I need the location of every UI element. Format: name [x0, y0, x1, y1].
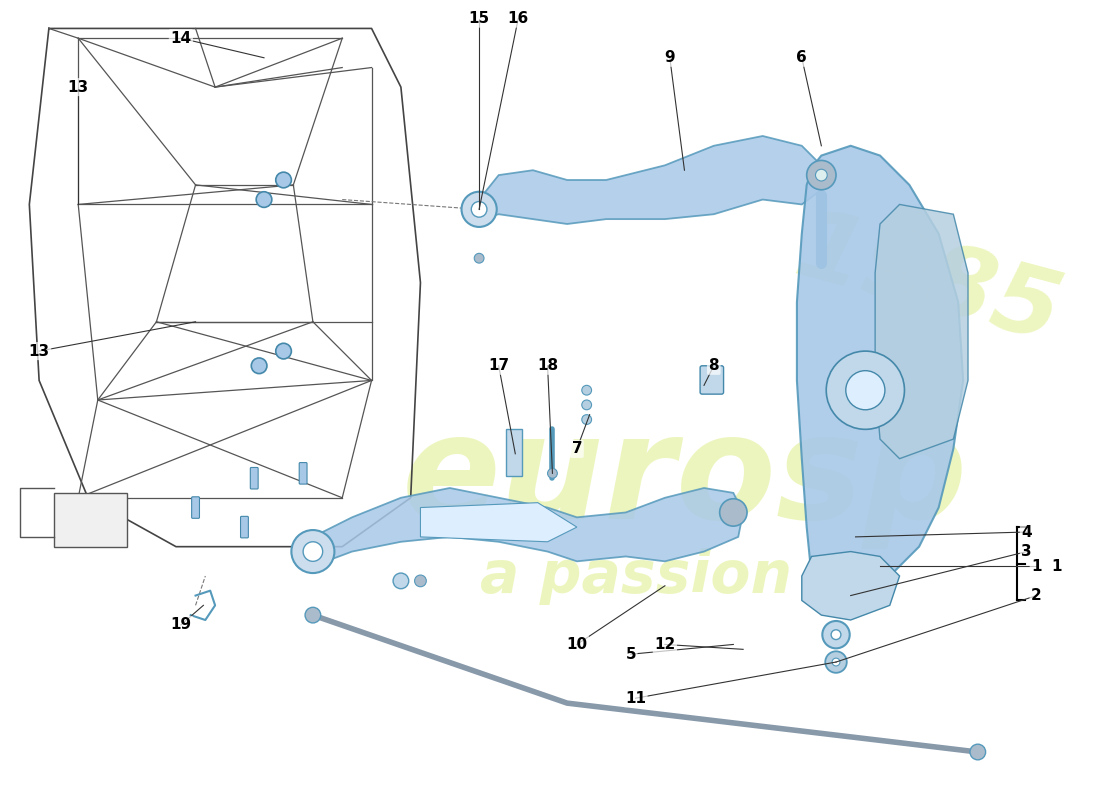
FancyBboxPatch shape — [191, 497, 199, 518]
Circle shape — [832, 658, 840, 666]
Circle shape — [415, 575, 427, 586]
Circle shape — [471, 202, 487, 217]
Text: 7: 7 — [572, 442, 582, 456]
Text: 2: 2 — [1031, 588, 1042, 603]
Circle shape — [806, 161, 836, 190]
FancyBboxPatch shape — [299, 462, 307, 484]
Circle shape — [582, 386, 592, 395]
Text: 3: 3 — [1022, 544, 1032, 559]
Polygon shape — [802, 551, 900, 620]
Circle shape — [304, 542, 322, 562]
Circle shape — [393, 573, 409, 589]
Circle shape — [582, 400, 592, 410]
Text: 10: 10 — [566, 637, 587, 652]
Circle shape — [276, 343, 292, 359]
Text: 12: 12 — [654, 637, 675, 652]
Text: 11: 11 — [625, 690, 646, 706]
Text: 13: 13 — [29, 344, 50, 358]
Polygon shape — [876, 205, 968, 458]
Text: eurosp: eurosp — [402, 408, 968, 549]
Circle shape — [548, 469, 558, 478]
Circle shape — [256, 192, 272, 207]
Text: 1: 1 — [1031, 558, 1042, 574]
Text: 1985: 1985 — [786, 202, 1071, 362]
Text: 9: 9 — [664, 50, 675, 66]
Circle shape — [474, 254, 484, 263]
Circle shape — [815, 170, 827, 181]
Text: 17: 17 — [488, 358, 509, 374]
Circle shape — [462, 192, 497, 227]
Polygon shape — [480, 136, 822, 224]
Circle shape — [276, 172, 292, 188]
Circle shape — [582, 414, 592, 425]
Text: 13: 13 — [68, 80, 89, 94]
Text: 4: 4 — [1022, 525, 1032, 539]
FancyBboxPatch shape — [241, 516, 249, 538]
Circle shape — [823, 621, 849, 648]
Text: 5: 5 — [626, 646, 636, 662]
Polygon shape — [796, 146, 964, 606]
Text: 18: 18 — [537, 358, 558, 374]
Polygon shape — [304, 488, 744, 566]
FancyBboxPatch shape — [251, 467, 258, 489]
Text: 16: 16 — [507, 11, 529, 26]
Text: 1: 1 — [1052, 558, 1062, 574]
Circle shape — [305, 607, 321, 623]
Circle shape — [826, 351, 904, 430]
Circle shape — [970, 744, 986, 760]
Text: 6: 6 — [796, 50, 807, 66]
Text: 8: 8 — [708, 358, 719, 374]
Circle shape — [825, 651, 847, 673]
Circle shape — [846, 370, 884, 410]
Text: a passion: a passion — [480, 547, 792, 605]
Text: 19: 19 — [170, 618, 191, 632]
Text: 15: 15 — [469, 11, 490, 26]
FancyBboxPatch shape — [506, 430, 522, 476]
Circle shape — [832, 630, 840, 639]
Text: 14: 14 — [170, 30, 191, 46]
Polygon shape — [420, 502, 576, 542]
FancyBboxPatch shape — [54, 493, 128, 546]
Circle shape — [719, 498, 747, 526]
FancyBboxPatch shape — [700, 366, 724, 394]
Circle shape — [292, 530, 334, 573]
Circle shape — [251, 358, 267, 374]
